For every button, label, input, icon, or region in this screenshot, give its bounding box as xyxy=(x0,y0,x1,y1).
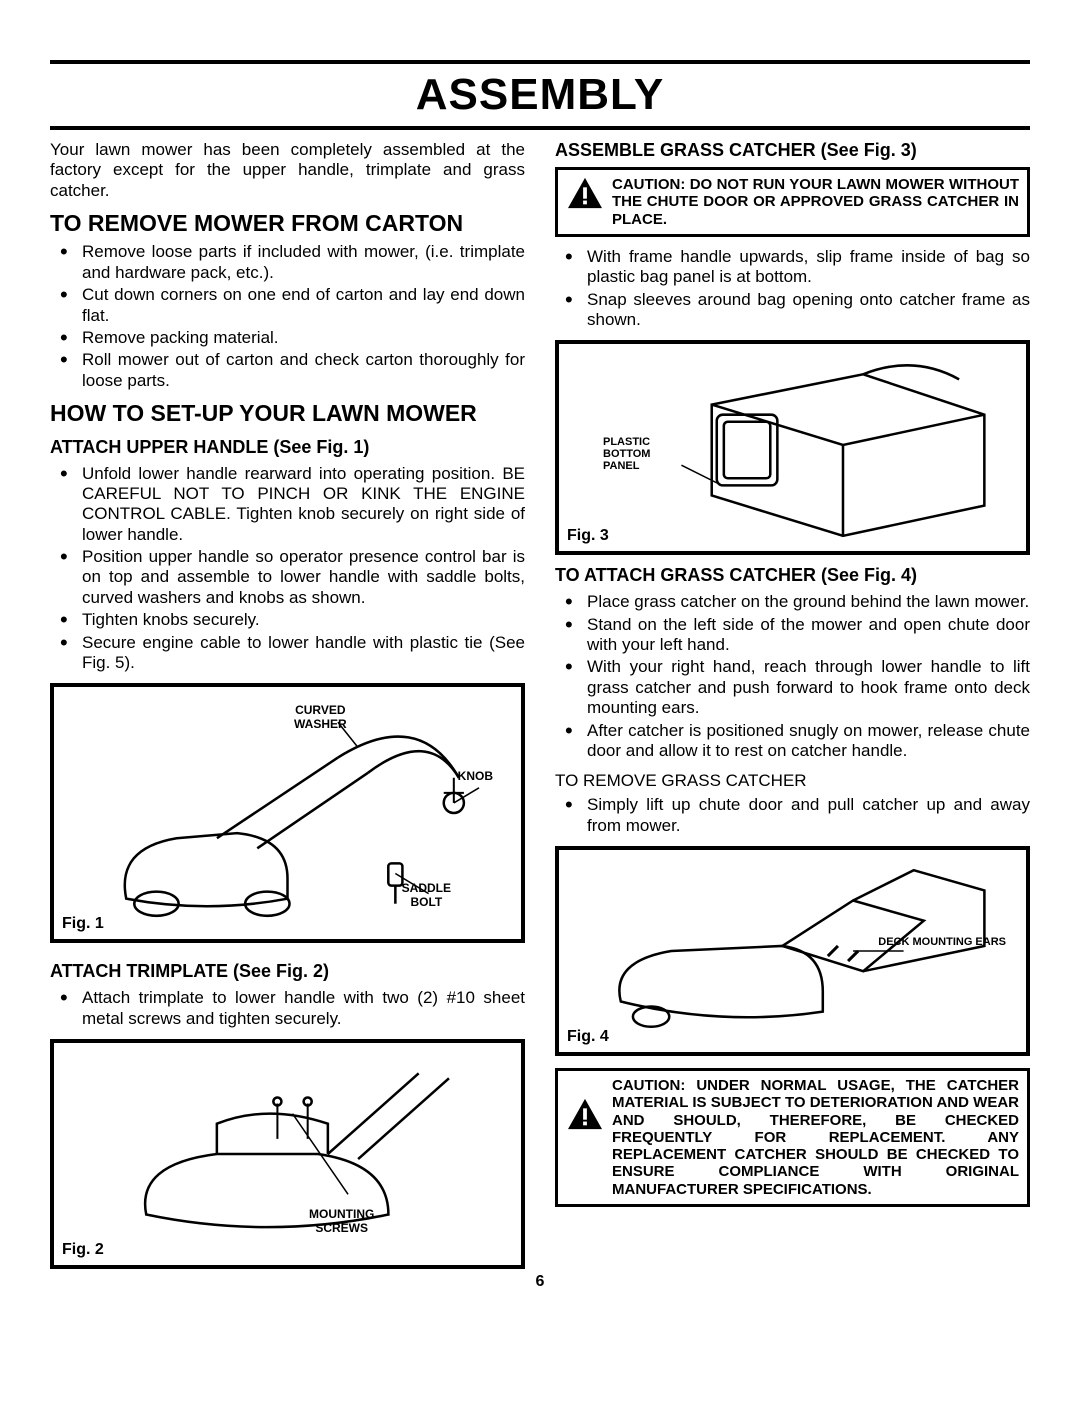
figure-4-label: Fig. 4 xyxy=(567,1028,609,1046)
bottom-rule xyxy=(50,126,1030,130)
caution-2-text: CAUTION: UNDER NORMAL USAGE, THE CATCHER… xyxy=(612,1077,1019,1198)
list-item: Tighten knobs securely. xyxy=(82,610,525,630)
list-item: Attach trimplate to lower handle with tw… xyxy=(82,988,525,1029)
list-item: Remove packing material. xyxy=(82,328,525,348)
top-rule xyxy=(50,60,1030,64)
fig2-ann-screws: MOUNTING SCREWS xyxy=(309,1207,374,1235)
right-column: ASSEMBLE GRASS CATCHER (See Fig. 3) CAUT… xyxy=(555,140,1030,1269)
list-item: Simply lift up chute door and pull catch… xyxy=(587,795,1030,836)
fig1-ann-knob: KNOB xyxy=(458,769,493,783)
heading-remove-mower: TO REMOVE MOWER FROM CARTON xyxy=(50,211,525,236)
list-assemble-catcher: With frame handle upwards, slip frame in… xyxy=(555,247,1030,331)
figure-2: MOUNTING SCREWS Fig. 2 xyxy=(50,1039,525,1269)
heading-assemble-catcher: ASSEMBLE GRASS CATCHER (See Fig. 3) xyxy=(555,140,1030,161)
figure-3-label: Fig. 3 xyxy=(567,527,609,545)
caution-1-text: CAUTION: DO NOT RUN YOUR LAWN MOWER WITH… xyxy=(612,176,1019,228)
list-item: Cut down corners on one end of carton an… xyxy=(82,285,525,326)
figure-3: PLASTIC BOTTOM PANEL Fig. 3 xyxy=(555,340,1030,555)
list-item: Roll mower out of carton and check carto… xyxy=(82,350,525,391)
two-column-layout: Your lawn mower has been completely asse… xyxy=(50,140,1030,1269)
heading-remove-catcher: TO REMOVE GRASS CATCHER xyxy=(555,771,1030,791)
list-item: Snap sleeves around bag opening onto cat… xyxy=(587,290,1030,331)
fig1-ann-saddle: SADDLE BOLT xyxy=(402,881,451,909)
list-remove-catcher: Simply lift up chute door and pull catch… xyxy=(555,795,1030,836)
list-attach-catcher: Place grass catcher on the ground behind… xyxy=(555,592,1030,761)
heading-attach-handle: ATTACH UPPER HANDLE (See Fig. 1) xyxy=(50,437,525,458)
heading-setup: HOW TO SET-UP YOUR LAWN MOWER xyxy=(50,401,525,426)
list-item: With frame handle upwards, slip frame in… xyxy=(587,247,1030,288)
fig3-ann-panel: PLASTIC BOTTOM PANEL xyxy=(603,436,650,472)
heading-trimplate: ATTACH TRIMPLATE (See Fig. 2) xyxy=(50,961,525,982)
figure-4-svg xyxy=(559,850,1026,1052)
left-column: Your lawn mower has been completely asse… xyxy=(50,140,525,1269)
caution-box-2: CAUTION: UNDER NORMAL USAGE, THE CATCHER… xyxy=(555,1068,1030,1207)
list-attach-handle: Unfold lower handle rearward into operat… xyxy=(50,464,525,674)
list-item: Position upper handle so operator presen… xyxy=(82,547,525,608)
list-item: After catcher is positioned snugly on mo… xyxy=(587,721,1030,762)
figure-4: DECK MOUNTING EARS Fig. 4 xyxy=(555,846,1030,1056)
list-item: Unfold lower handle rearward into operat… xyxy=(82,464,525,546)
intro-text: Your lawn mower has been completely asse… xyxy=(50,140,525,201)
figure-2-svg xyxy=(54,1043,521,1265)
heading-attach-catcher: TO ATTACH GRASS CATCHER (See Fig. 4) xyxy=(555,565,1030,586)
figure-1-label: Fig. 1 xyxy=(62,915,104,933)
warning-icon xyxy=(566,176,604,210)
list-item: With your right hand, reach through lowe… xyxy=(587,657,1030,718)
page-number: 6 xyxy=(50,1273,1030,1291)
caution-box-1: CAUTION: DO NOT RUN YOUR LAWN MOWER WITH… xyxy=(555,167,1030,237)
figure-1: CURVED WASHER KNOB SADDLE BOLT Fig. 1 xyxy=(50,683,525,943)
fig1-ann-curved: CURVED WASHER xyxy=(294,703,347,731)
warning-icon xyxy=(566,1097,604,1131)
list-item: Secure engine cable to lower handle with… xyxy=(82,633,525,674)
list-item: Place grass catcher on the ground behind… xyxy=(587,592,1030,612)
list-item: Stand on the left side of the mower and … xyxy=(587,615,1030,656)
list-item: Remove loose parts if included with mowe… xyxy=(82,242,525,283)
page-title: ASSEMBLY xyxy=(50,70,1030,120)
fig4-ann-ears: DECK MOUNTING EARS xyxy=(878,936,1006,948)
list-remove-mower: Remove loose parts if included with mowe… xyxy=(50,242,525,391)
figure-2-label: Fig. 2 xyxy=(62,1241,104,1259)
list-trimplate: Attach trimplate to lower handle with tw… xyxy=(50,988,525,1029)
